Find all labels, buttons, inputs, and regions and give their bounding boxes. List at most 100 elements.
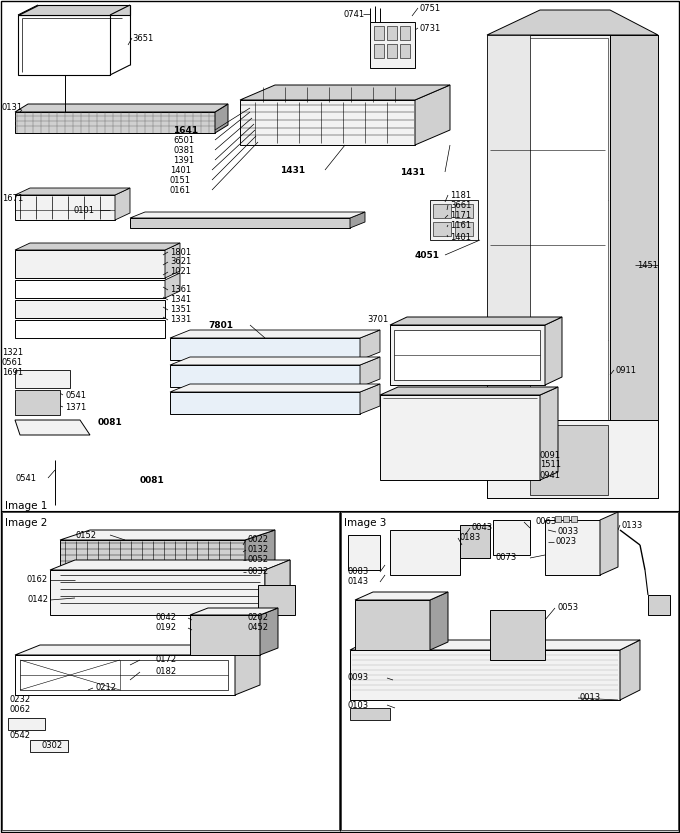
- Circle shape: [354, 542, 374, 562]
- Text: 0751: 0751: [420, 3, 441, 12]
- Text: 1801: 1801: [170, 247, 191, 257]
- Bar: [400, 26, 410, 40]
- Polygon shape: [360, 357, 380, 387]
- Text: 0302: 0302: [42, 741, 63, 750]
- Polygon shape: [390, 530, 460, 575]
- Text: 0063: 0063: [536, 517, 557, 526]
- Polygon shape: [487, 10, 658, 35]
- Polygon shape: [555, 516, 561, 522]
- Text: 1341: 1341: [170, 296, 191, 305]
- Polygon shape: [170, 384, 380, 392]
- Polygon shape: [350, 708, 390, 720]
- Text: 0083: 0083: [348, 567, 369, 576]
- Polygon shape: [15, 645, 260, 655]
- Polygon shape: [487, 35, 658, 498]
- Text: 0053: 0053: [558, 603, 579, 612]
- Text: 0911: 0911: [616, 366, 637, 375]
- Bar: [374, 44, 384, 58]
- Text: 4051: 4051: [415, 251, 440, 260]
- Text: 3621: 3621: [170, 257, 191, 267]
- Polygon shape: [170, 357, 380, 365]
- Text: 1511: 1511: [540, 460, 561, 468]
- Text: 1401: 1401: [170, 166, 191, 174]
- Polygon shape: [245, 530, 275, 570]
- Text: 1671: 1671: [2, 193, 23, 202]
- Polygon shape: [571, 516, 577, 522]
- Polygon shape: [487, 420, 658, 498]
- Polygon shape: [170, 392, 360, 414]
- Polygon shape: [18, 15, 110, 75]
- Text: 0541: 0541: [65, 391, 86, 400]
- Text: 1161: 1161: [450, 221, 471, 230]
- Text: 0541: 0541: [15, 473, 36, 482]
- Polygon shape: [60, 530, 275, 540]
- Text: 0043: 0043: [472, 523, 493, 532]
- Text: 3651: 3651: [132, 33, 153, 42]
- Polygon shape: [170, 365, 360, 387]
- Polygon shape: [430, 592, 448, 650]
- Text: 0131: 0131: [2, 102, 23, 112]
- Bar: [374, 26, 384, 40]
- Text: 0032: 0032: [248, 567, 269, 576]
- Text: 0542: 0542: [10, 731, 31, 740]
- Polygon shape: [545, 520, 600, 575]
- Text: 0183: 0183: [460, 533, 481, 542]
- Polygon shape: [15, 300, 165, 318]
- Polygon shape: [545, 317, 562, 385]
- Text: 0101: 0101: [73, 206, 94, 215]
- Polygon shape: [15, 195, 115, 220]
- Polygon shape: [18, 5, 130, 15]
- Bar: [455, 222, 473, 236]
- Text: 0161: 0161: [170, 186, 191, 194]
- Polygon shape: [355, 592, 448, 600]
- Text: 0081: 0081: [140, 476, 165, 485]
- Polygon shape: [350, 640, 640, 650]
- Text: 1361: 1361: [170, 286, 191, 295]
- Polygon shape: [240, 85, 450, 100]
- Polygon shape: [530, 38, 608, 496]
- Polygon shape: [460, 525, 490, 558]
- Text: 0103: 0103: [348, 701, 369, 710]
- Text: 0143: 0143: [348, 577, 369, 586]
- Text: 1431: 1431: [280, 166, 305, 174]
- Polygon shape: [15, 370, 70, 388]
- Bar: [433, 222, 451, 236]
- Text: 0731: 0731: [420, 23, 441, 32]
- Text: 0202: 0202: [248, 613, 269, 622]
- Bar: [400, 44, 410, 58]
- Polygon shape: [8, 718, 45, 730]
- Polygon shape: [60, 540, 245, 570]
- Polygon shape: [170, 330, 380, 338]
- Polygon shape: [170, 338, 360, 360]
- Circle shape: [266, 590, 286, 610]
- Text: 0381: 0381: [173, 146, 194, 154]
- Polygon shape: [15, 280, 165, 298]
- Bar: [341, 512, 678, 830]
- Text: 0151: 0151: [170, 176, 191, 184]
- Polygon shape: [15, 320, 165, 338]
- Polygon shape: [15, 390, 60, 415]
- Polygon shape: [380, 395, 540, 480]
- Polygon shape: [610, 35, 658, 498]
- Polygon shape: [165, 243, 180, 278]
- Polygon shape: [15, 188, 130, 195]
- Polygon shape: [355, 600, 430, 650]
- Polygon shape: [15, 420, 90, 435]
- Circle shape: [213, 626, 237, 650]
- Polygon shape: [130, 212, 365, 218]
- Polygon shape: [390, 317, 562, 325]
- Text: Image 1: Image 1: [5, 501, 48, 511]
- Text: 1021: 1021: [170, 267, 191, 277]
- Text: 1181: 1181: [450, 191, 471, 199]
- Text: 0022: 0022: [248, 536, 269, 545]
- Polygon shape: [360, 384, 380, 414]
- Text: 0212: 0212: [95, 684, 116, 692]
- Text: 1431: 1431: [400, 167, 425, 177]
- Polygon shape: [15, 655, 235, 695]
- Text: 1451: 1451: [637, 261, 658, 270]
- Polygon shape: [130, 218, 350, 228]
- Polygon shape: [115, 188, 130, 220]
- Polygon shape: [50, 560, 290, 570]
- Polygon shape: [190, 608, 278, 615]
- Text: 0142: 0142: [27, 596, 48, 605]
